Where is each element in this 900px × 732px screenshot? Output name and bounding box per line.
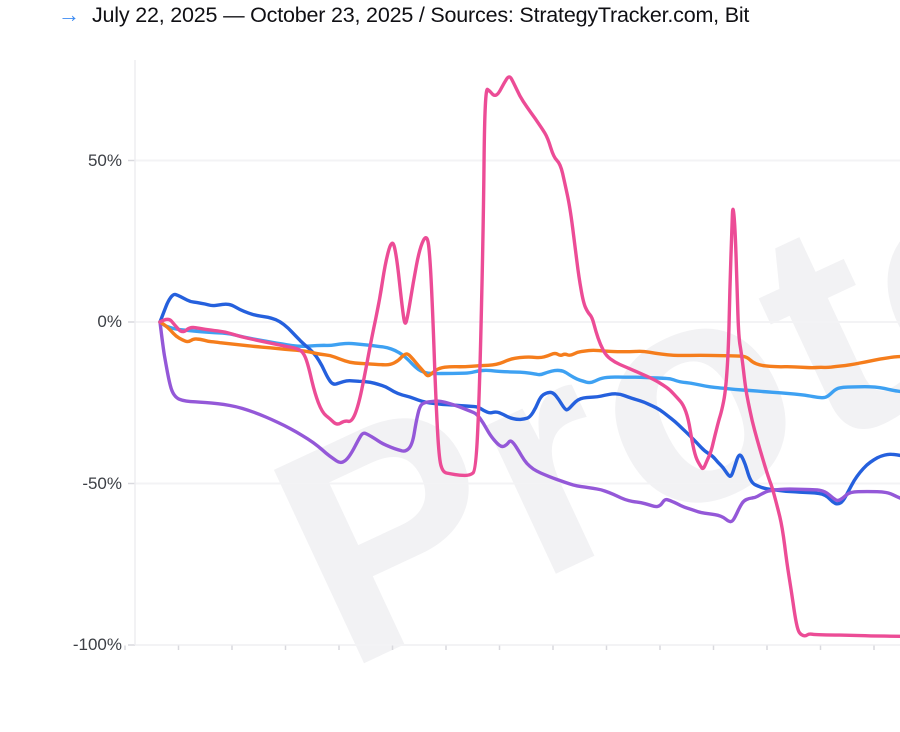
series-dark-blue-line	[158, 292, 900, 506]
date-range-and-sources: July 22, 2025 — October 23, 2025 / Sourc…	[92, 3, 750, 27]
arrow-icon: →	[58, 2, 80, 27]
chart-header: → July 22, 2025 — October 23, 2025 / Sou…	[0, 0, 900, 34]
line-chart	[124, 60, 900, 650]
series-light-blue-line	[158, 320, 900, 400]
series-purple-line	[158, 320, 900, 524]
series-pink-line	[158, 75, 900, 638]
series-orange-line	[158, 320, 900, 378]
